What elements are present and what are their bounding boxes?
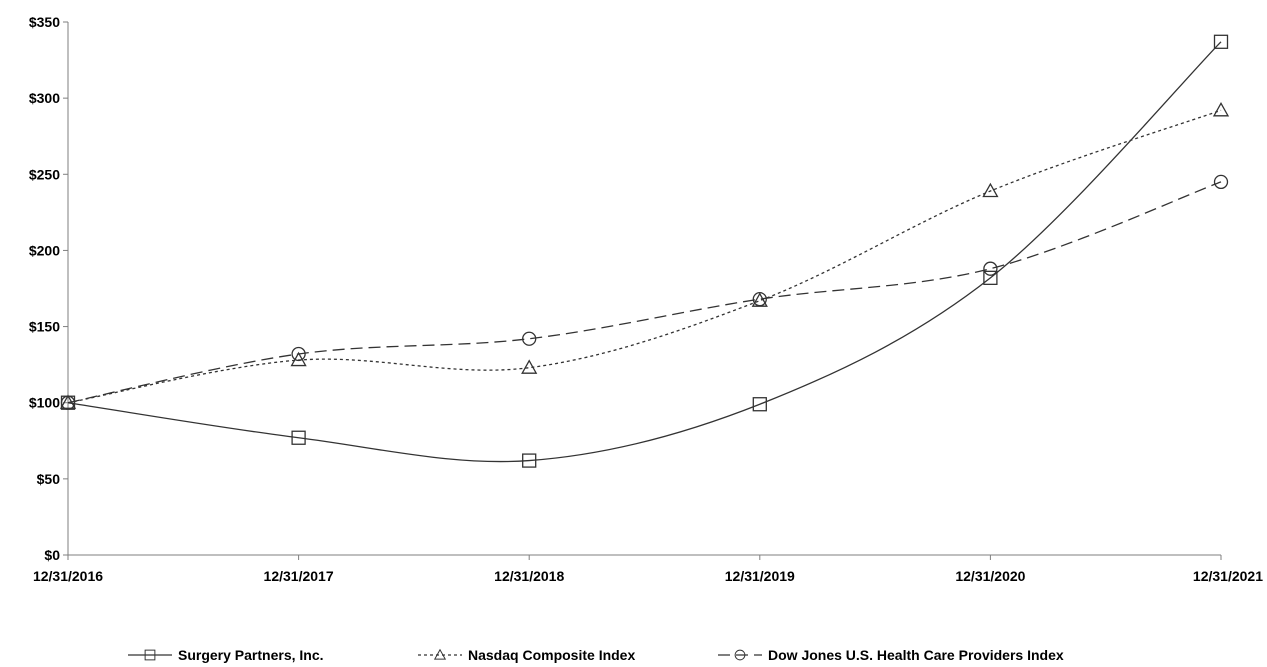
series-line	[67, 41, 1222, 463]
x-tick-label: 12/31/2017	[264, 568, 334, 584]
series-nasdaq-composite-index	[59, 101, 1230, 409]
legend-label: Nasdaq Composite Index	[468, 647, 635, 663]
circle-point	[752, 292, 767, 307]
series-dow-jones-u-s-health-care-providers-index	[60, 174, 1229, 410]
circle-point	[522, 331, 537, 346]
x-tick-label: 12/31/2019	[725, 568, 795, 584]
square-point	[752, 397, 767, 412]
y-tick-label: $250	[29, 166, 60, 182]
series-surgery-partners-inc	[60, 34, 1229, 468]
axes: $0 $50 $100 $150 $200 $250 $300 $350 12/31/2016 1…	[29, 14, 1263, 584]
legend-item: Surgery Partners, Inc.	[128, 647, 324, 663]
triangle-point	[290, 351, 307, 367]
legend-triangle-icon	[433, 648, 447, 660]
square-point	[522, 453, 537, 468]
circle-point	[983, 261, 998, 276]
triangle-point	[521, 359, 538, 374]
y-tick-label: $150	[29, 319, 60, 335]
series-line	[67, 109, 1222, 404]
legend-square-icon	[144, 649, 156, 661]
series-layer	[59, 34, 1230, 468]
x-tick-label: 12/31/2021	[1193, 568, 1263, 584]
circle-point	[291, 346, 306, 362]
square-point	[1213, 34, 1229, 49]
circle-point	[1213, 174, 1229, 190]
square-point	[291, 430, 306, 445]
legend-label: Surgery Partners, Inc.	[178, 647, 324, 663]
y-tick-label: $50	[37, 471, 61, 487]
series-line	[67, 181, 1222, 404]
legend: Surgery Partners, Inc. Nasdaq Composite I…	[128, 647, 1064, 663]
legend-circle-icon	[734, 649, 746, 661]
triangle-point	[982, 182, 999, 198]
y-tick-label: $300	[29, 90, 60, 106]
y-tick-label: $200	[29, 242, 60, 258]
legend-item: Dow Jones U.S. Health Care Providers Ind…	[718, 647, 1064, 663]
y-tick-label: $100	[29, 395, 60, 411]
y-tick-label: $0	[44, 547, 60, 563]
x-tick-label: 12/31/2020	[955, 568, 1025, 584]
legend-item: Nasdaq Composite Index	[418, 647, 635, 663]
triangle-point	[1212, 101, 1230, 117]
circle-point	[60, 395, 76, 410]
y-tick-label: $350	[29, 14, 60, 30]
x-tick-label: 12/31/2016	[33, 568, 103, 584]
legend-label: Dow Jones U.S. Health Care Providers Ind…	[768, 647, 1064, 663]
x-tick-label: 12/31/2018	[494, 568, 564, 584]
square-point	[983, 270, 998, 285]
